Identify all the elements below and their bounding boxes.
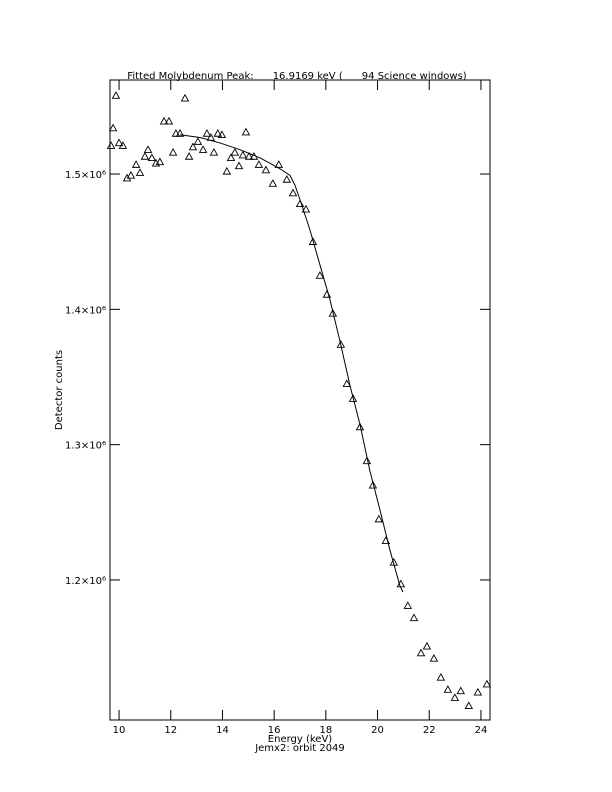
data-point (368, 480, 378, 489)
data-point (268, 179, 278, 187)
data-point (456, 686, 466, 695)
data-point (443, 685, 453, 693)
data-point (336, 340, 346, 348)
footer: Jemx2: orbit 2049 (254, 743, 345, 754)
y-tick-label: 1.5×10⁶ (65, 170, 106, 181)
x-tick-label: 16 (268, 725, 281, 736)
data-point (244, 152, 254, 160)
x-tick-label: 12 (164, 725, 177, 736)
data-point (450, 693, 460, 701)
x-axis-label: Energy (keV) (268, 734, 333, 745)
fit-line (179, 134, 404, 593)
x-tick-label: 20 (371, 725, 384, 736)
data-point (288, 188, 298, 197)
data-point (355, 422, 365, 431)
data-point (180, 93, 190, 102)
data-point (282, 175, 292, 183)
x-tick-label: 24 (475, 725, 488, 736)
data-point (168, 147, 178, 156)
data-point (403, 601, 413, 609)
data-point (226, 153, 236, 162)
data-point (308, 237, 318, 245)
data-point (106, 141, 116, 149)
data-point (171, 129, 181, 137)
y-tick-label: 1.4×10⁶ (65, 305, 106, 316)
data-point (143, 145, 153, 153)
data-point (131, 160, 141, 168)
data-point (238, 150, 248, 159)
data-point (164, 116, 174, 125)
x-tick-label: 18 (319, 725, 332, 736)
data-point (241, 127, 251, 136)
data-point (254, 160, 264, 168)
data-point (362, 456, 372, 465)
data-point (464, 701, 474, 710)
data-point (175, 129, 185, 137)
data-point (230, 147, 240, 156)
data-point (234, 161, 244, 170)
data-point (155, 157, 165, 166)
plot-frame (109, 79, 491, 721)
data-point (374, 514, 384, 523)
data-point (422, 641, 432, 650)
data-point (202, 129, 212, 137)
data-point (222, 166, 232, 175)
data-point (111, 91, 121, 99)
data-point (140, 152, 150, 160)
data-point (213, 129, 223, 137)
data-point (261, 165, 271, 174)
data-point (429, 654, 439, 662)
data-point (159, 116, 169, 125)
data-point (209, 147, 219, 156)
data-point (198, 145, 208, 153)
data-point (482, 679, 492, 688)
y-tick-label: 1.3×10⁶ (65, 441, 106, 452)
data-point (135, 168, 145, 176)
data-point (184, 152, 194, 160)
data-point (108, 123, 118, 132)
x-tick-label: 10 (113, 725, 126, 736)
data-point (188, 142, 198, 151)
data-point (315, 271, 325, 279)
chart-title: Fitted Molybdenum Peak: 16.9169 keV ( 94… (127, 71, 467, 82)
data-point (126, 170, 136, 179)
y-tick-label: 1.2×10⁶ (65, 576, 106, 587)
data-point (409, 613, 419, 622)
data-point (416, 648, 426, 657)
y-axis-label: Detector counts (54, 350, 65, 430)
data-point (473, 687, 483, 696)
data-point (118, 141, 128, 149)
data-point (193, 137, 203, 145)
data-point (217, 130, 227, 139)
data-point (274, 160, 284, 168)
data-point (114, 138, 124, 147)
data-point (301, 204, 311, 213)
data-point (147, 153, 157, 162)
x-tick-label: 22 (423, 725, 436, 736)
data-point (436, 672, 446, 681)
x-tick-label: 14 (216, 725, 229, 736)
data-point (348, 394, 358, 402)
data-point (342, 379, 352, 388)
data-point (328, 308, 338, 317)
